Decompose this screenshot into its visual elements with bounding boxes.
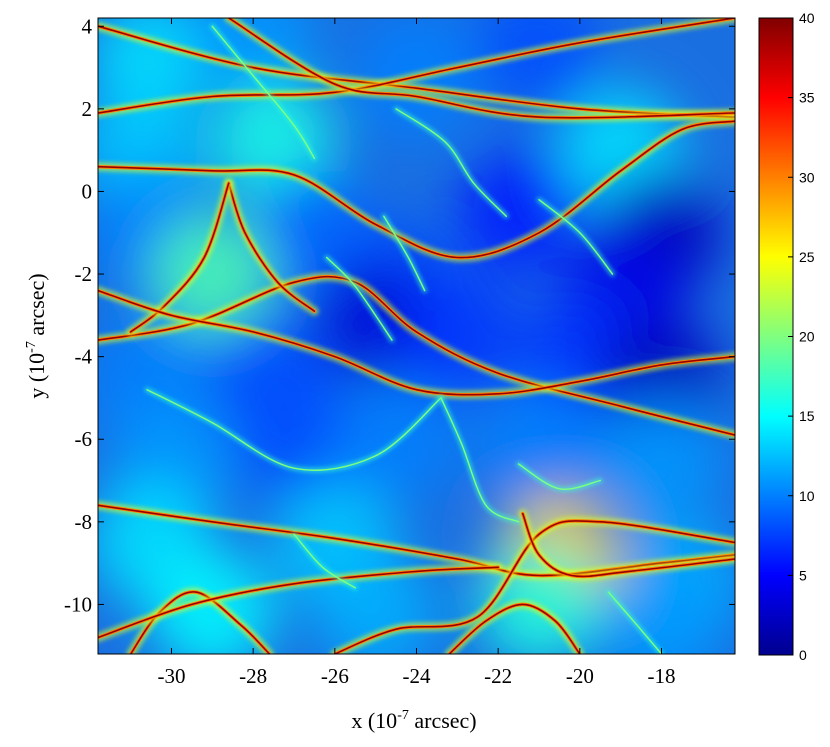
colorbar-tick-label: 20 — [799, 329, 815, 345]
y-tick-label: 4 — [82, 14, 93, 38]
intensity-region — [456, 150, 581, 275]
caustic-line — [227, 18, 735, 119]
y-tick-label: -10 — [64, 592, 92, 616]
colorbar-tick-label: 15 — [799, 408, 815, 424]
fold-line — [326, 256, 393, 341]
y-tick-label: 0 — [82, 179, 93, 203]
colorbar-tick-label: 35 — [799, 90, 815, 106]
caustic-line — [98, 566, 499, 639]
y-tick-label: -2 — [75, 262, 93, 286]
x-tick-label: -22 — [484, 664, 512, 688]
colorbar: 0 5 10 15 20 25 30 35 40 — [758, 10, 815, 663]
y-tick-label: -6 — [75, 427, 93, 451]
fold-line — [146, 389, 442, 471]
x-tick-label: -20 — [566, 664, 594, 688]
x-tick-label: -30 — [158, 664, 186, 688]
caustic-line — [448, 603, 581, 654]
fold-line — [293, 533, 356, 589]
y-tick-label: 2 — [82, 97, 93, 121]
caustic-line — [129, 182, 230, 333]
caustic-line — [129, 591, 271, 654]
intensity-region — [599, 563, 724, 654]
fold-line — [440, 397, 520, 523]
colorbar-tick-label: 40 — [799, 10, 815, 26]
colorbar-tick-label: 10 — [799, 488, 815, 504]
fold-line — [517, 463, 601, 491]
caustic-line — [98, 120, 735, 259]
x-axis: -30 -28 -26 -24 -22 -20 -18 — [158, 18, 676, 688]
colorbar-tick-label: 30 — [799, 169, 815, 185]
y-axis-label: y (10-7 arcsec) — [24, 273, 49, 398]
intensity-region — [477, 385, 601, 510]
fold-line — [395, 108, 507, 217]
fold-line — [607, 591, 663, 654]
heatmap-layer — [98, 18, 735, 654]
y-tick-label: -8 — [75, 510, 93, 534]
x-tick-label: -28 — [239, 664, 267, 688]
fold-line — [538, 199, 614, 275]
fold-line — [211, 25, 316, 160]
plot-area — [97, 17, 736, 655]
y-tick-label: -4 — [75, 345, 93, 369]
colorbar-ticks: 0 5 10 15 20 25 30 35 40 — [788, 10, 815, 663]
caustic-line — [98, 289, 735, 396]
caustic-line — [98, 504, 735, 577]
fold-line — [383, 215, 426, 292]
x-tick-label: -24 — [403, 664, 431, 688]
colorbar-tick-label: 0 — [799, 647, 807, 663]
x-tick-label: -26 — [321, 664, 349, 688]
caustic-line — [521, 512, 735, 578]
caustic-line — [98, 18, 735, 114]
fold-lines — [144, 23, 664, 654]
caustic-line — [227, 182, 316, 312]
x-axis-label: x (10-7 arcsec) — [351, 708, 476, 733]
caustic-line — [334, 520, 735, 654]
x-tick-label: -18 — [648, 664, 676, 688]
y-axis: 4 2 0 -2 -4 -6 -8 -10 — [64, 14, 735, 616]
intensity-region — [395, 274, 520, 398]
colorbar-tick-label: 5 — [799, 567, 807, 583]
colorbar-gradient — [759, 18, 793, 655]
caustic-lines — [98, 18, 735, 654]
colorbar-tick-label: 25 — [799, 249, 815, 265]
